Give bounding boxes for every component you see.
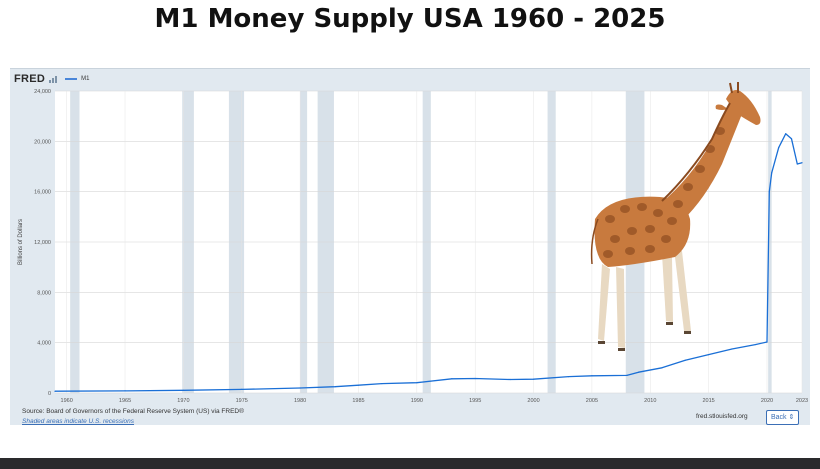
giraffe-part <box>695 165 705 173</box>
x-tick-label: 1965 <box>119 398 131 404</box>
giraffe-part <box>684 331 691 334</box>
giraffe-part <box>625 247 635 255</box>
back-button[interactable]: Back ⇕ <box>766 410 800 425</box>
giraffe-part <box>653 209 663 217</box>
giraffe-part <box>598 264 610 341</box>
y-tick-label: 8,000 <box>37 290 51 296</box>
y-tick-label: 16,000 <box>34 190 51 196</box>
giraffe-part <box>667 217 677 225</box>
x-tick-label: 2023 <box>796 398 808 404</box>
data-point-m1 <box>451 378 453 380</box>
x-tick-label: 1970 <box>177 398 189 404</box>
giraffe-part <box>598 341 605 344</box>
x-tick-label: 1995 <box>469 398 481 404</box>
legend-label-m1: M1 <box>81 76 90 82</box>
giraffe-image <box>590 82 761 351</box>
x-tick-label: 1990 <box>411 398 423 404</box>
giraffe-part <box>729 82 733 94</box>
giraffe-part <box>594 196 691 267</box>
y-tick-label: 20,000 <box>34 139 51 145</box>
data-point-m1 <box>299 387 301 389</box>
giraffe-part <box>637 203 647 211</box>
giraffe-part <box>662 254 673 322</box>
giraffe-part <box>715 127 725 135</box>
x-tick-label: 1985 <box>352 398 364 404</box>
data-point-m1 <box>509 378 511 381</box>
data-point-m1 <box>626 374 628 376</box>
data-point-m1 <box>357 384 360 386</box>
page-title: M1 Money Supply USA 1960 - 2025 <box>154 4 666 34</box>
giraffe-part <box>618 348 625 351</box>
series-line-m1 <box>54 133 803 392</box>
giraffe-part <box>645 225 655 233</box>
fred-chart-panel: 0 4,000 8,000 12,000 16,000 20,000 24,000 1960 1… <box>10 68 810 425</box>
y-tick-label: 12,000 <box>34 240 51 246</box>
data-point-m1 <box>766 341 768 343</box>
x-tick-label: 1980 <box>294 398 306 404</box>
data-point-m1 <box>532 378 535 380</box>
giraffe-part <box>627 227 637 235</box>
data-point-m1 <box>124 390 126 392</box>
giraffe-part <box>620 205 630 213</box>
data-point-m1 <box>637 371 640 373</box>
data-point-m1 <box>661 367 663 369</box>
giraffe-part <box>683 183 693 191</box>
x-tick-label: 2020 <box>761 398 773 404</box>
giraffe-part <box>661 102 731 202</box>
data-point-m1 <box>801 162 803 164</box>
data-point-m1 <box>778 147 780 149</box>
y-axis-label: Billions of Dollars <box>18 219 24 265</box>
bottom-bar <box>0 458 820 469</box>
data-point-m1 <box>182 389 184 391</box>
data-point-m1 <box>731 348 733 350</box>
x-tick-label: 1960 <box>61 398 73 404</box>
fred-header: FRED M1 <box>14 73 90 85</box>
x-tick-label: 2005 <box>586 398 598 404</box>
giraffe-part <box>645 245 655 253</box>
giraffe-part <box>715 104 728 110</box>
giraffe-part <box>590 218 599 265</box>
data-point-m1 <box>334 386 336 388</box>
y-tick-label: 24,000 <box>34 89 51 95</box>
data-point-m1 <box>790 138 793 140</box>
fred-bars-icon <box>49 75 58 83</box>
data-point-m1 <box>381 382 383 385</box>
y-tick-label: 4,000 <box>37 341 51 347</box>
x-tick-label: 2010 <box>644 398 656 404</box>
giraffe-part <box>666 322 673 325</box>
data-point-m1 <box>567 376 570 378</box>
giraffe-part <box>726 90 761 125</box>
x-tick-label: 2015 <box>703 398 715 404</box>
recession-note-link[interactable]: Shaded areas indicate U.S. recessions <box>22 418 135 425</box>
m1-line-chart: 0 4,000 8,000 12,000 16,000 20,000 24,000 1960 1… <box>18 82 808 404</box>
data-point-m1 <box>241 388 243 390</box>
x-tick-label: 2000 <box>527 398 539 404</box>
giraffe-part <box>705 145 715 153</box>
data-point-m1 <box>474 377 476 380</box>
data-point-m1 <box>785 133 787 135</box>
giraffe-part <box>610 235 620 243</box>
data-point-m1 <box>54 390 56 392</box>
data-point-m1 <box>768 191 770 193</box>
data-point-m1 <box>708 354 710 356</box>
data-point-m1 <box>754 343 756 346</box>
giraffe-part <box>674 249 691 331</box>
giraffe-part <box>616 267 625 348</box>
giraffe-part <box>661 235 671 243</box>
x-tick-label: 1975 <box>236 398 248 404</box>
fred-url[interactable]: fred.stlouisfed.org <box>696 413 748 420</box>
giraffe-part <box>605 215 615 223</box>
giraffe-part <box>603 250 613 258</box>
data-point-m1 <box>771 172 773 174</box>
data-point-m1 <box>684 359 686 361</box>
data-point-m1 <box>591 375 593 377</box>
source-note: Source: Board of Governors of the Federa… <box>22 408 244 415</box>
giraffe-part <box>673 200 683 208</box>
y-tick-label: 0 <box>48 391 51 397</box>
legend-swatch-m1 <box>65 78 78 80</box>
fred-logo[interactable]: FRED <box>14 73 46 85</box>
data-point-m1 <box>796 163 798 165</box>
data-point-m1 <box>416 382 418 384</box>
